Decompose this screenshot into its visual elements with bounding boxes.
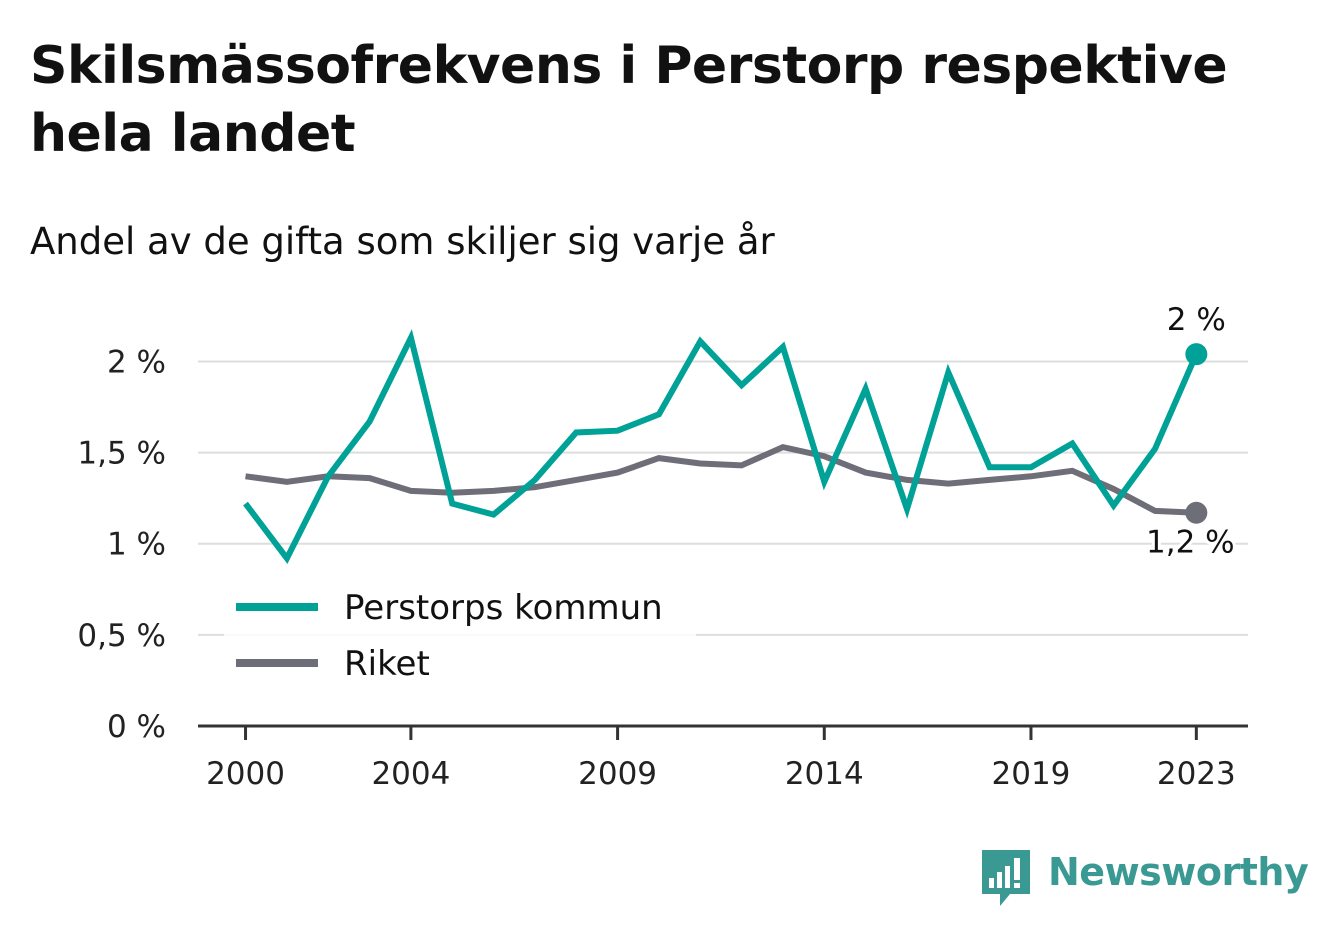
chart-title: Skilsmässofrekvens i Perstorp respektive… bbox=[30, 36, 1228, 164]
x-tick-label: 2014 bbox=[785, 756, 864, 792]
perstorp-end-marker bbox=[1185, 343, 1208, 366]
legend-label: Perstorps kommun bbox=[344, 588, 663, 628]
perstorp-line bbox=[243, 329, 1200, 564]
x-axis bbox=[198, 724, 1248, 740]
x-axis-tick-labels: 2000 2004 2009 2014 2019 2023 bbox=[206, 756, 1236, 792]
y-tick-label: 0 % bbox=[107, 709, 166, 745]
x-tick-label: 2023 bbox=[1157, 756, 1236, 792]
series-lines bbox=[243, 329, 1208, 564]
x-tick-label: 2000 bbox=[206, 756, 285, 792]
newsworthy-brand: Newsworthy bbox=[980, 848, 1309, 912]
y-tick-label: 2 % bbox=[107, 344, 166, 380]
data-label: 2 % bbox=[1167, 302, 1226, 338]
brand-name: Newsworthy bbox=[1048, 850, 1309, 894]
y-tick-label: 1 % bbox=[107, 527, 166, 563]
y-tick-label: 0,5 % bbox=[77, 618, 166, 654]
chart-subtitle: Andel av de gifta som skiljer sig varje … bbox=[30, 220, 775, 263]
newsworthy-logo-icon bbox=[982, 850, 1030, 906]
x-tick-label: 2004 bbox=[371, 756, 450, 792]
y-tick-label: 1,5 % bbox=[77, 436, 166, 472]
riket-line bbox=[245, 443, 1197, 516]
legend-label: Riket bbox=[344, 644, 430, 684]
x-tick-label: 2019 bbox=[992, 756, 1071, 792]
legend: Perstorps kommun Riket bbox=[224, 583, 696, 684]
riket-end-marker bbox=[1185, 501, 1208, 524]
end-labels: 2 % 1,2 % bbox=[1143, 299, 1238, 564]
x-tick-label: 2009 bbox=[578, 756, 657, 792]
data-label: 1,2 % bbox=[1146, 525, 1235, 561]
y-axis-tick-labels: 0 % 0,5 % 1 % 1,5 % 2 % bbox=[77, 344, 166, 745]
